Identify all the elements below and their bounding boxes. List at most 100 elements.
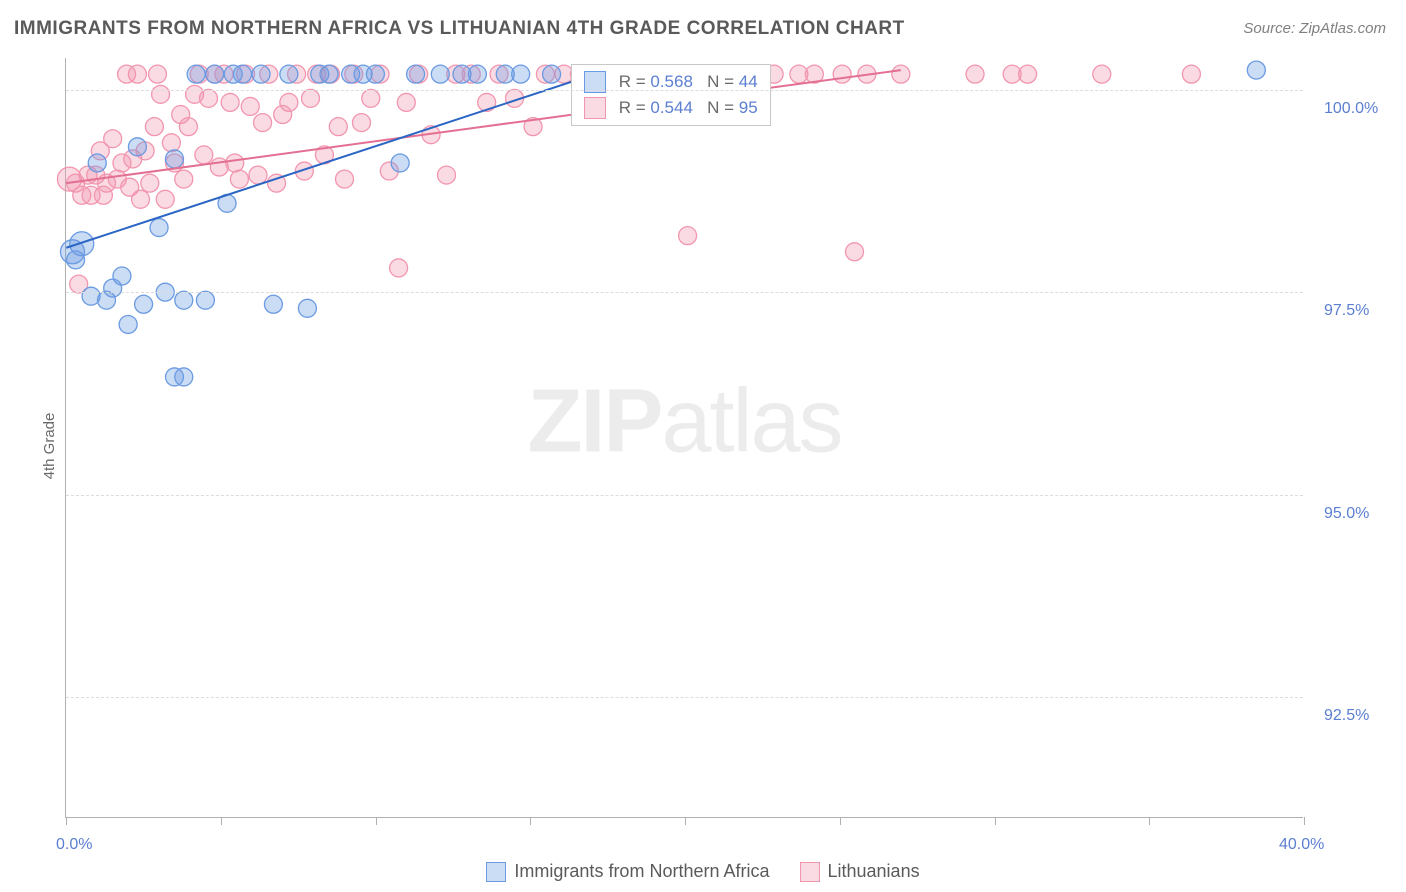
gridline-h bbox=[66, 495, 1303, 496]
source-link[interactable]: ZipAtlas.com bbox=[1299, 20, 1386, 37]
data-point bbox=[892, 65, 910, 83]
x-tick bbox=[530, 817, 531, 825]
data-point bbox=[241, 97, 259, 115]
data-point bbox=[543, 65, 561, 83]
legend-swatch bbox=[584, 97, 606, 119]
data-point bbox=[336, 170, 354, 188]
chart-container: IMMIGRANTS FROM NORTHERN AFRICA VS LITHU… bbox=[0, 0, 1406, 892]
series-legend-label: Lithuanians bbox=[828, 861, 920, 881]
gridline-h bbox=[66, 292, 1303, 293]
scatter-svg bbox=[66, 58, 1303, 817]
legend-row: R = 0.544 N = 95 bbox=[572, 95, 770, 121]
data-point bbox=[104, 130, 122, 148]
data-point bbox=[166, 150, 184, 168]
data-point bbox=[254, 114, 272, 132]
data-point bbox=[353, 114, 371, 132]
x-tick-label: 40.0% bbox=[1279, 836, 1324, 854]
source-label: Source: bbox=[1243, 20, 1295, 37]
data-point bbox=[113, 267, 131, 285]
plot-area: ZIPatlas R = 0.568 N = 44 R = 0.544 N = … bbox=[65, 58, 1303, 818]
data-point bbox=[280, 93, 298, 111]
data-point bbox=[846, 243, 864, 261]
data-point bbox=[397, 93, 415, 111]
legend-n-label: N = bbox=[693, 72, 739, 92]
data-point bbox=[362, 89, 380, 107]
data-point bbox=[1182, 65, 1200, 83]
data-point bbox=[679, 227, 697, 245]
data-point bbox=[264, 295, 282, 313]
data-point bbox=[512, 65, 530, 83]
data-point bbox=[88, 154, 106, 172]
data-point bbox=[1093, 65, 1111, 83]
data-point bbox=[302, 89, 320, 107]
x-tick-label: 0.0% bbox=[56, 836, 92, 854]
legend-n-value: 44 bbox=[739, 72, 758, 92]
data-point bbox=[966, 65, 984, 83]
x-tick bbox=[685, 817, 686, 825]
data-point bbox=[175, 368, 193, 386]
data-point bbox=[249, 166, 267, 184]
data-point bbox=[195, 146, 213, 164]
x-tick bbox=[840, 817, 841, 825]
data-point bbox=[149, 65, 167, 83]
data-point bbox=[407, 65, 425, 83]
data-point bbox=[468, 65, 486, 83]
data-point bbox=[187, 65, 205, 83]
data-point bbox=[135, 295, 153, 313]
data-point bbox=[179, 118, 197, 136]
series-legend-item: Immigrants from Northern Africa bbox=[486, 861, 769, 882]
y-tick-label: 97.5% bbox=[1324, 302, 1369, 320]
data-point bbox=[128, 138, 146, 156]
chart-title: IMMIGRANTS FROM NORTHERN AFRICA VS LITHU… bbox=[14, 18, 905, 40]
data-point bbox=[221, 93, 239, 111]
x-tick bbox=[66, 817, 67, 825]
series-legend-label: Immigrants from Northern Africa bbox=[514, 861, 769, 881]
data-point bbox=[226, 154, 244, 172]
x-tick bbox=[1149, 817, 1150, 825]
y-tick-label: 100.0% bbox=[1324, 100, 1378, 118]
data-point bbox=[833, 65, 851, 83]
y-axis-label: 4th Grade bbox=[41, 413, 58, 480]
data-point bbox=[141, 174, 159, 192]
data-point bbox=[390, 259, 408, 277]
legend-swatch bbox=[800, 862, 820, 882]
x-tick bbox=[221, 817, 222, 825]
data-point bbox=[320, 65, 338, 83]
data-point bbox=[298, 299, 316, 317]
gridline-h bbox=[66, 90, 1303, 91]
y-tick-label: 95.0% bbox=[1324, 505, 1369, 523]
legend-n-value: 95 bbox=[739, 98, 758, 118]
source-attribution: Source: ZipAtlas.com bbox=[1243, 20, 1386, 37]
data-point bbox=[206, 65, 224, 83]
correlation-legend: R = 0.568 N = 44 R = 0.544 N = 95 bbox=[571, 64, 771, 126]
data-point bbox=[175, 170, 193, 188]
x-tick bbox=[995, 817, 996, 825]
data-point bbox=[280, 65, 298, 83]
data-point bbox=[145, 118, 163, 136]
data-point bbox=[1247, 61, 1265, 79]
data-point bbox=[162, 134, 180, 152]
data-point bbox=[366, 65, 384, 83]
data-point bbox=[431, 65, 449, 83]
x-tick bbox=[1304, 817, 1305, 825]
data-point bbox=[391, 154, 409, 172]
y-tick-label: 92.5% bbox=[1324, 707, 1369, 725]
data-point bbox=[234, 65, 252, 83]
data-point bbox=[329, 118, 347, 136]
legend-swatch bbox=[486, 862, 506, 882]
data-point bbox=[156, 190, 174, 208]
data-point bbox=[132, 190, 150, 208]
legend-r-label: R = bbox=[614, 98, 650, 118]
data-point bbox=[1019, 65, 1037, 83]
x-tick bbox=[376, 817, 377, 825]
data-point bbox=[152, 85, 170, 103]
legend-r-label: R = bbox=[614, 72, 650, 92]
data-point bbox=[119, 315, 137, 333]
data-point bbox=[150, 219, 168, 237]
data-point bbox=[175, 291, 193, 309]
gridline-h bbox=[66, 697, 1303, 698]
legend-r-value: 0.544 bbox=[650, 98, 693, 118]
series-legend-item: Lithuanians bbox=[800, 861, 920, 882]
data-point bbox=[252, 65, 270, 83]
data-point bbox=[128, 65, 146, 83]
